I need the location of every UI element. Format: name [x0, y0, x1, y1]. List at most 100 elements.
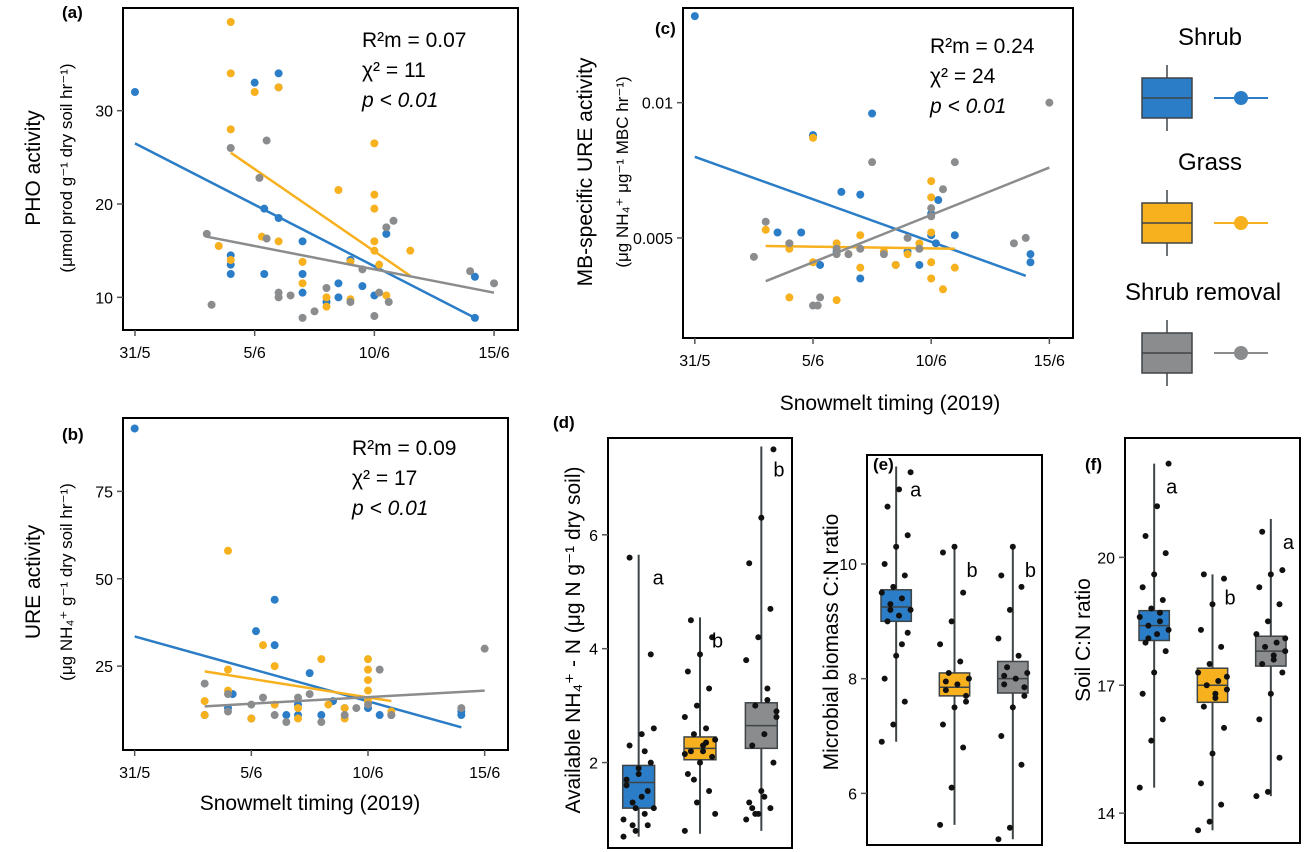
point-grass	[927, 258, 936, 267]
fit-line-shrub	[134, 635, 462, 729]
jitter-point-removal	[1282, 635, 1289, 642]
point-grass	[939, 285, 947, 294]
point-shrub	[797, 228, 806, 237]
jitter-point-shrub	[1154, 503, 1161, 510]
point-shrub	[470, 272, 479, 281]
jitter-point-removal	[1276, 754, 1283, 761]
point-shrub	[260, 270, 269, 278]
point-shrub	[1026, 250, 1035, 259]
jitter-point-removal	[746, 799, 753, 806]
jitter-point-grass	[948, 784, 955, 791]
jitter-point-shrub	[1139, 584, 1146, 591]
point-grass	[370, 237, 379, 246]
point-grass	[322, 293, 331, 302]
y-tick-label: 30	[95, 104, 113, 121]
point-removal	[749, 252, 758, 261]
panel-frame	[866, 454, 1043, 846]
point-grass	[226, 69, 235, 78]
point-shrub	[130, 88, 139, 96]
legend-point	[1234, 91, 1248, 105]
point-shrub	[298, 288, 307, 297]
point-shrub	[868, 109, 877, 118]
jitter-point-shrub	[1165, 626, 1172, 633]
point-grass	[247, 714, 256, 723]
point-removal	[294, 693, 302, 702]
jitter-point-grass	[960, 589, 967, 596]
jitter-point-grass	[693, 702, 700, 709]
jitter-point-shrub	[635, 770, 642, 777]
point-shrub	[298, 270, 307, 278]
point-grass	[927, 177, 936, 186]
point-shrub	[282, 711, 291, 720]
jitter-point-grass	[939, 721, 946, 728]
point-grass	[370, 190, 379, 199]
point-grass	[294, 704, 302, 713]
y-tick-label: 20	[1097, 550, 1115, 567]
jitter-point-removal	[770, 446, 777, 453]
point-shrub	[690, 12, 699, 21]
jitter-point-grass	[690, 776, 697, 783]
jitter-point-shrub	[620, 833, 627, 840]
jitter-point-grass	[703, 725, 710, 732]
jitter-point-grass	[957, 658, 964, 665]
jitter-point-shrub	[638, 793, 645, 800]
jitter-point-grass	[684, 770, 691, 777]
jitter-point-removal	[998, 572, 1005, 579]
jitter-point-removal	[1021, 684, 1028, 691]
jitter-point-grass	[712, 736, 719, 743]
jitter-point-grass	[939, 549, 946, 556]
stat-r2: R²m = 0.07	[362, 29, 466, 52]
significance-letter: a	[1283, 532, 1295, 554]
point-shrub	[305, 669, 314, 678]
y-axis-sublabel: (μg NH₄⁺ g⁻¹ dry soil hr⁻¹)	[57, 483, 76, 681]
jitter-point-shrub	[641, 810, 648, 817]
jitter-point-removal	[749, 805, 756, 812]
y-tick-label: 8	[848, 672, 857, 689]
point-grass	[294, 714, 302, 723]
point-grass	[891, 260, 900, 269]
point-shrub	[298, 237, 307, 246]
point-removal	[457, 704, 466, 713]
point-grass	[324, 700, 333, 709]
point-grass	[226, 125, 235, 134]
significance-letter: b	[1225, 587, 1236, 609]
jitter-point-removal	[1264, 788, 1271, 795]
y-tick-label: 2	[589, 756, 598, 773]
jitter-point-grass	[1206, 818, 1213, 825]
jitter-point-shrub	[1159, 716, 1166, 723]
point-removal	[282, 718, 291, 727]
jitter-point-grass	[965, 675, 972, 682]
point-shrub	[837, 187, 846, 196]
point-removal	[939, 185, 947, 194]
y-tick-label: 10	[839, 557, 857, 574]
jitter-point-removal	[995, 635, 1002, 642]
jitter-point-removal	[1270, 652, 1277, 659]
point-shrub	[1026, 258, 1035, 267]
jitter-point-grass	[942, 687, 949, 694]
point-shrub	[950, 231, 959, 240]
jitter-point-grass	[1221, 724, 1228, 731]
jitter-point-shrub	[1151, 571, 1158, 578]
point-grass	[856, 231, 865, 240]
point-grass	[214, 242, 223, 250]
point-grass	[364, 686, 372, 695]
x-tick-label: 10/6	[359, 345, 390, 362]
point-removal	[466, 267, 475, 276]
panel-label: (a)	[62, 3, 83, 22]
legend-item-1: Shrub	[1141, 24, 1268, 131]
point-grass	[364, 676, 372, 685]
jitter-point-removal	[1018, 761, 1025, 768]
significance-letter: a	[1166, 477, 1178, 499]
jitter-point-removal	[1004, 664, 1011, 671]
jitter-point-grass	[1212, 690, 1219, 697]
jitter-point-shrub	[1142, 639, 1149, 646]
point-removal	[384, 298, 393, 306]
point-removal	[224, 690, 232, 699]
jitter-point-removal	[1256, 584, 1263, 591]
y-tick-label: 4	[589, 642, 598, 659]
jitter-point-shrub	[901, 572, 908, 579]
jitter-point-removal	[773, 708, 780, 715]
jitter-point-shrub	[878, 738, 885, 745]
point-removal	[305, 690, 314, 699]
point-grass	[226, 256, 235, 264]
